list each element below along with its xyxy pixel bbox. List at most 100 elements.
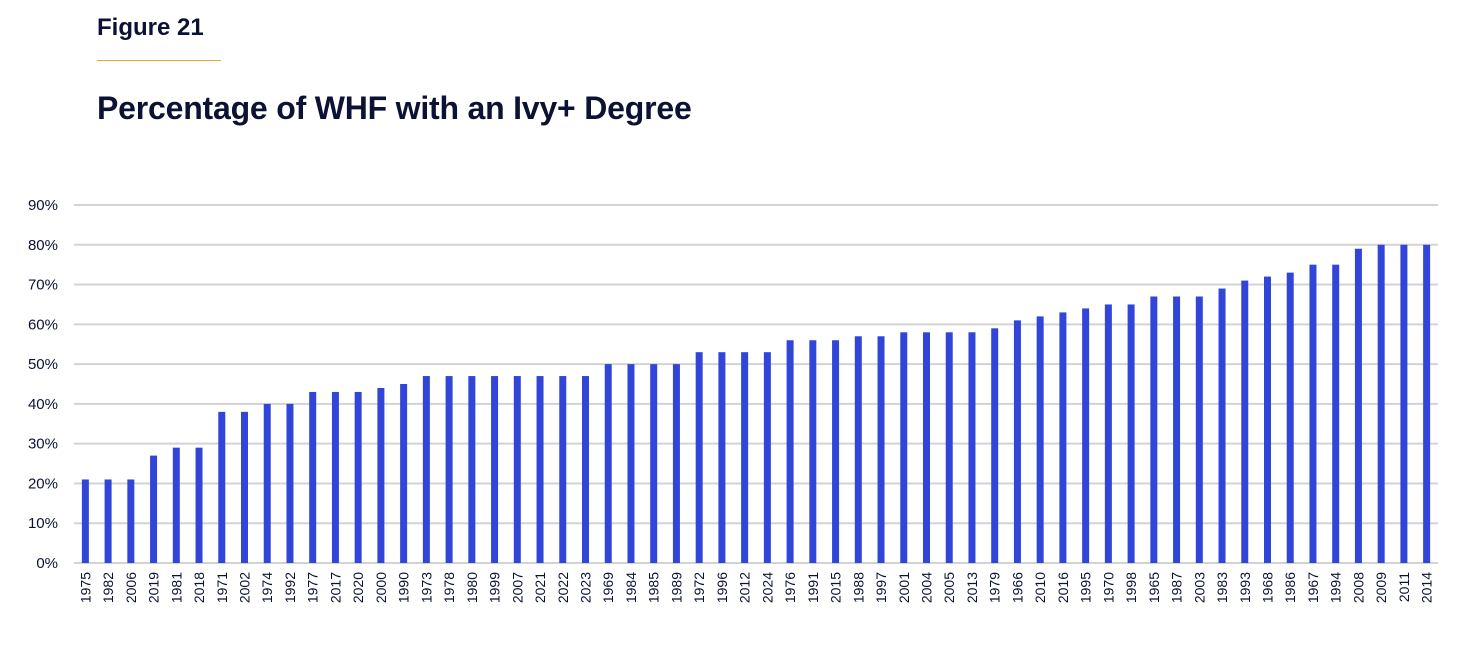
y-tick-label: 30% — [28, 436, 58, 453]
bar-1974 — [263, 403, 271, 563]
x-tick-label: 1971 — [214, 572, 230, 603]
x-tick-label: 1976 — [782, 572, 798, 603]
bar-1995 — [1082, 308, 1090, 563]
x-tick-label: 2011 — [1396, 572, 1412, 602]
bar-1999 — [491, 376, 499, 563]
bar-2000 — [377, 387, 385, 563]
x-tick-label: 1977 — [305, 572, 321, 603]
figure-label: Figure 21 — [97, 14, 204, 41]
x-tick-label: 1965 — [1146, 572, 1162, 603]
bar-1985 — [650, 364, 658, 563]
bar-1967 — [1309, 264, 1317, 563]
bar-2024 — [763, 352, 771, 563]
x-tick-label: 1983 — [1214, 572, 1230, 603]
x-tick-label: 1996 — [714, 572, 730, 603]
bar-1978 — [445, 376, 453, 563]
x-tick-label: 2001 — [896, 572, 912, 603]
x-tick-label: 2023 — [578, 572, 594, 603]
x-tick-label: 2010 — [1032, 572, 1048, 603]
x-tick-label: 1981 — [168, 572, 184, 603]
x-tick-label: 1966 — [1009, 572, 1025, 603]
chart-title: Percentage of WHF with an Ivy+ Degree — [97, 90, 692, 126]
x-tick-label: 2008 — [1350, 572, 1366, 603]
y-tick-label: 40% — [28, 396, 58, 413]
x-tick-label: 2012 — [737, 572, 753, 603]
bar-2008 — [1354, 248, 1362, 563]
x-tick-label: 2009 — [1373, 572, 1389, 603]
bar-1988 — [854, 336, 862, 563]
y-tick-label: 0% — [36, 555, 58, 572]
bar-1993 — [1241, 280, 1249, 563]
bar-1991 — [809, 340, 817, 563]
bar-1969 — [604, 364, 612, 563]
x-tick-label: 2020 — [350, 572, 366, 603]
bar-2017 — [331, 391, 339, 563]
bar-2014 — [1423, 244, 1431, 563]
y-axis-tick-labels: 0% 10% 20% 30% 40% 50% 60% 70% 80% 90% — [28, 197, 58, 572]
bar-2007 — [513, 376, 521, 563]
y-tick-label: 60% — [28, 316, 58, 333]
x-tick-label: 1978 — [441, 572, 457, 603]
x-tick-label: 1973 — [418, 572, 434, 603]
x-axis-tick-labels: 1975 1982 2006 2019 1981 2018 1971 2002 1974 1992… — [77, 572, 1434, 603]
bar-1965 — [1150, 296, 1158, 563]
bar-1994 — [1332, 264, 1340, 563]
x-tick-label: 1988 — [850, 572, 866, 603]
y-tick-label: 80% — [28, 237, 58, 254]
bar-1982 — [104, 479, 112, 563]
bar-1970 — [1104, 304, 1112, 563]
bar-2023 — [582, 376, 589, 563]
x-tick-label: 1986 — [1282, 572, 1298, 603]
bar-1979 — [991, 328, 999, 563]
x-tick-label: 1969 — [600, 572, 616, 603]
bar-1971 — [218, 411, 226, 563]
x-tick-label: 1985 — [646, 572, 662, 603]
bar-2002 — [241, 411, 248, 563]
bar-2012 — [741, 352, 749, 563]
x-tick-label: 2006 — [123, 572, 139, 603]
x-tick-label: 1968 — [1260, 572, 1276, 603]
x-tick-label: 1991 — [805, 572, 821, 603]
x-tick-label: 2000 — [373, 572, 389, 603]
bar-1981 — [172, 447, 180, 563]
x-tick-label: 1984 — [623, 572, 639, 603]
x-tick-label: 2015 — [828, 572, 844, 603]
x-tick-label: 1972 — [691, 572, 707, 603]
bar-1977 — [309, 391, 317, 563]
bar-1968 — [1264, 276, 1271, 563]
x-tick-label: 2016 — [1055, 572, 1071, 603]
x-tick-label: 2004 — [919, 572, 935, 603]
bar-2022 — [559, 376, 567, 563]
bar-2018 — [195, 447, 203, 563]
bars — [81, 244, 1431, 563]
bar-1980 — [468, 376, 476, 563]
bar-1973 — [422, 376, 430, 563]
x-tick-label: 1979 — [987, 572, 1003, 603]
x-tick-label: 2022 — [555, 572, 571, 603]
bar-1989 — [672, 364, 680, 563]
x-tick-label: 1987 — [1169, 572, 1185, 603]
x-tick-label: 1975 — [77, 572, 93, 603]
bar-2006 — [127, 479, 135, 563]
bar-2020 — [354, 391, 362, 563]
x-tick-label: 2017 — [327, 572, 343, 603]
bar-1997 — [877, 336, 885, 563]
x-tick-label: 1997 — [873, 572, 889, 603]
y-tick-label: 90% — [28, 197, 58, 214]
x-tick-label: 1993 — [1237, 572, 1253, 603]
x-tick-label: 1974 — [259, 572, 275, 603]
y-tick-label: 70% — [28, 277, 58, 294]
x-tick-label: 2013 — [964, 572, 980, 603]
x-tick-label: 1982 — [100, 572, 116, 603]
bar-2016 — [1059, 312, 1067, 563]
bar-2010 — [1036, 316, 1044, 563]
figure-label-underline — [97, 60, 221, 61]
x-tick-label: 2005 — [941, 572, 957, 603]
x-tick-label: 2018 — [191, 572, 207, 603]
bar-1972 — [695, 352, 703, 563]
x-tick-label: 1990 — [396, 572, 412, 603]
bar-2001 — [900, 332, 908, 563]
x-tick-label: 2003 — [1191, 572, 1207, 603]
bar-2015 — [832, 340, 840, 563]
bar-1998 — [1127, 304, 1135, 563]
